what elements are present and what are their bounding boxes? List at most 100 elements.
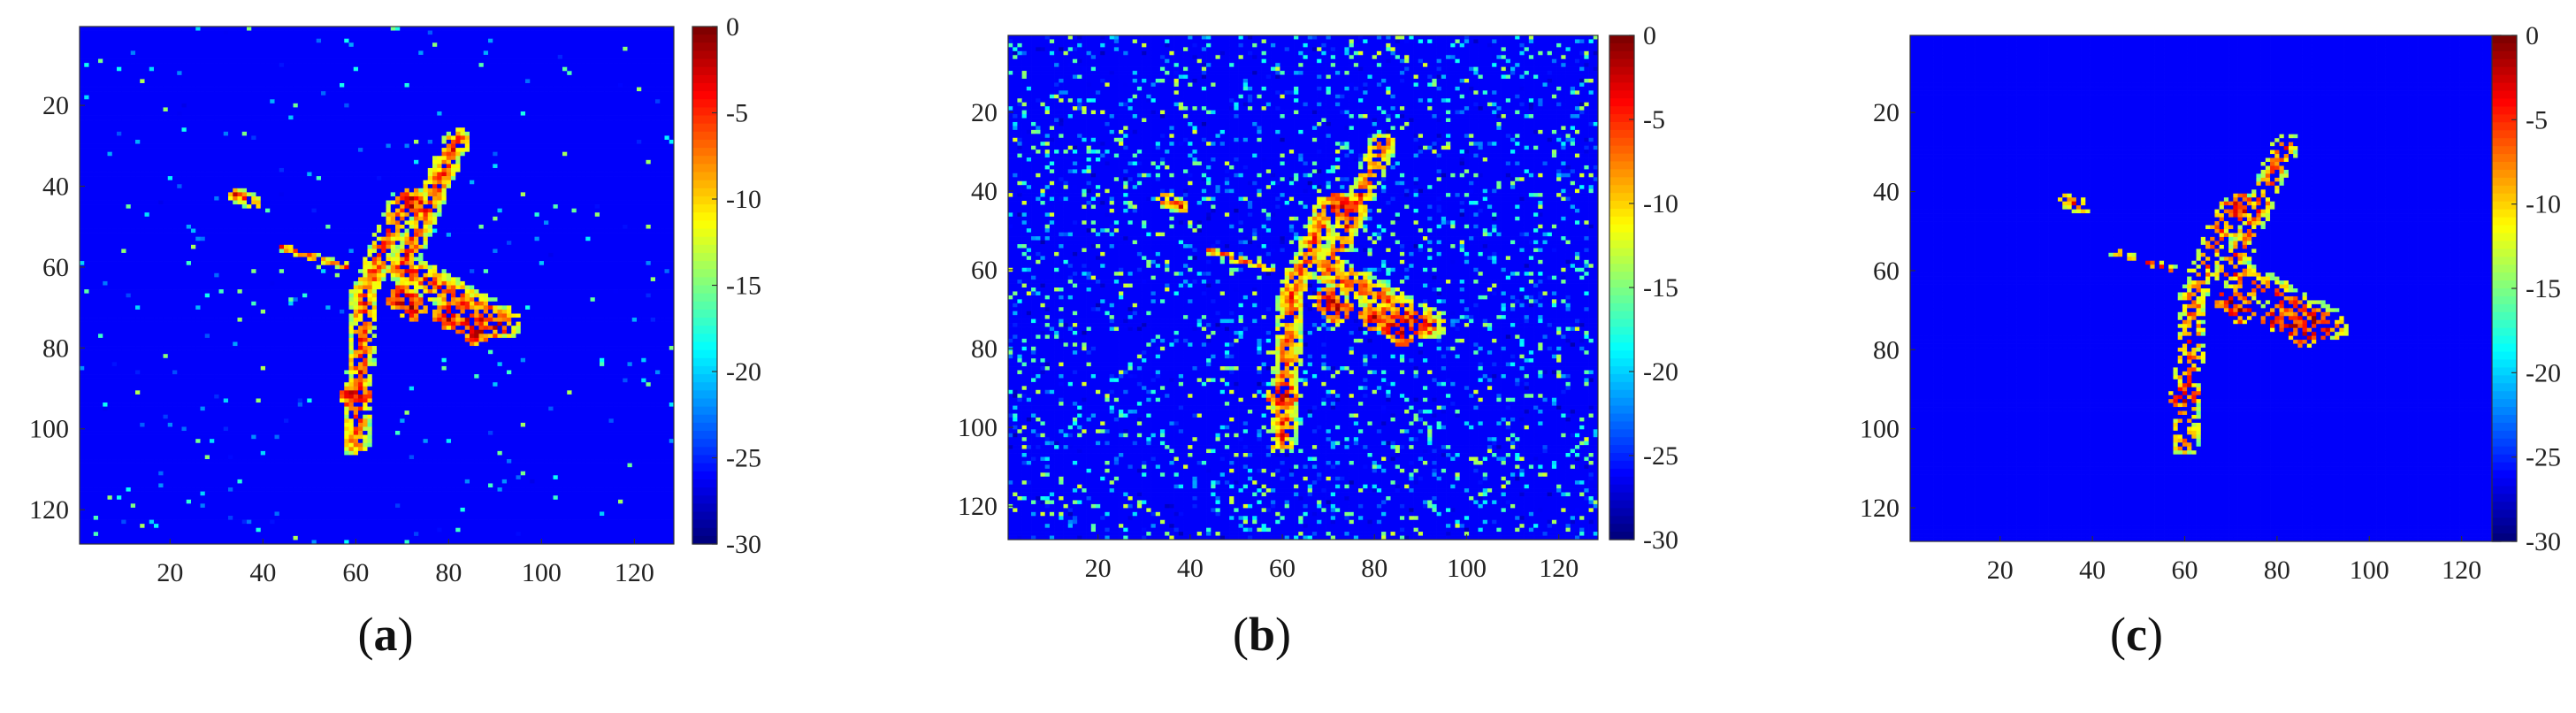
heatmap-cell (437, 156, 442, 161)
heatmap-cell (172, 54, 178, 59)
heatmap-cell (117, 115, 122, 120)
heatmap-cell (353, 143, 359, 149)
heatmap-cell (195, 139, 201, 144)
heatmap-cell (330, 176, 336, 181)
heatmap-cell (172, 164, 178, 169)
heatmap-cell (348, 148, 355, 153)
heatmap-cell (409, 172, 415, 177)
heatmap-cell (80, 95, 85, 100)
heatmap-cell (181, 148, 187, 153)
heatmap-cell (348, 167, 355, 172)
heatmap-cell (371, 143, 378, 149)
heatmap-cell (641, 123, 646, 128)
heatmap-cell (627, 103, 633, 108)
heatmap-cell (637, 95, 642, 100)
heatmap-cell (241, 79, 248, 84)
heatmap-cell (256, 176, 262, 181)
heatmap-cell (581, 172, 586, 177)
heatmap-cell (432, 27, 438, 31)
heatmap-cell (279, 176, 285, 181)
heatmap-cell (191, 131, 196, 136)
heatmap-cell (525, 172, 531, 177)
heatmap-cell (297, 167, 303, 172)
heatmap-cell (627, 107, 633, 112)
heatmap-cell (623, 82, 628, 88)
heatmap-cell (539, 107, 545, 112)
heatmap-cell (451, 119, 456, 125)
heatmap-cell (525, 30, 531, 35)
heatmap-cell (265, 99, 271, 104)
heatmap-cell (195, 27, 201, 31)
heatmap-cell (247, 148, 252, 153)
heatmap-cell (530, 27, 535, 31)
heatmap-cell (441, 119, 447, 125)
heatmap-cell (507, 107, 512, 112)
heatmap-cell (414, 74, 419, 80)
heatmap-cell (460, 139, 466, 144)
heatmap-cell (516, 95, 522, 100)
heatmap-cell (256, 167, 262, 172)
heatmap-cell (594, 74, 600, 80)
heatmap-cell (631, 87, 638, 92)
heatmap-cell (181, 159, 187, 165)
heatmap-cell (544, 139, 549, 144)
heatmap-cell (367, 164, 373, 169)
heatmap-cell (84, 95, 89, 100)
heatmap-cell (446, 139, 452, 144)
heatmap-cell (140, 103, 145, 108)
heatmap-cell (251, 66, 256, 72)
heatmap-cell (307, 107, 312, 112)
heatmap-cell (520, 50, 526, 56)
heatmap-cell (135, 103, 141, 108)
heatmap-cell (516, 123, 522, 128)
heatmap-cell (265, 46, 271, 51)
heatmap-cell (553, 50, 559, 56)
heatmap-cell (655, 38, 661, 43)
heatmap-cell (608, 148, 615, 153)
heatmap-cell (228, 139, 233, 144)
heatmap-cell (464, 143, 470, 149)
heatmap-cell (646, 99, 652, 104)
heatmap-cell (223, 172, 229, 177)
heatmap-cell (186, 74, 192, 80)
heatmap-cell (191, 87, 196, 92)
heatmap-cell (437, 34, 442, 40)
heatmap-cell (548, 164, 554, 169)
heatmap-cell (344, 143, 349, 149)
heatmap-cell (516, 115, 522, 120)
heatmap-cell (544, 46, 549, 51)
heatmap-cell (121, 167, 126, 172)
heatmap-cell (204, 180, 210, 185)
heatmap-cell (204, 135, 210, 141)
heatmap-cell (195, 42, 201, 48)
heatmap-cell (520, 46, 526, 51)
heatmap-cell (325, 107, 331, 112)
heatmap-cell (507, 58, 512, 64)
heatmap-cell (627, 50, 633, 56)
heatmap-cell (483, 180, 489, 185)
heatmap-cell (256, 58, 262, 64)
heatmap-cell (637, 176, 642, 181)
heatmap-cell (377, 79, 382, 84)
heatmap-cell (404, 95, 410, 100)
heatmap-cell (539, 30, 545, 35)
heatmap-cell (288, 79, 294, 84)
heatmap-cell (297, 131, 303, 136)
heatmap-cell (163, 27, 169, 31)
heatmap-cell (177, 30, 182, 35)
heatmap-cell (218, 82, 225, 88)
heatmap-cell (288, 148, 294, 153)
heatmap-cell (144, 46, 150, 51)
heatmap-cell (460, 82, 466, 88)
heatmap-cell (363, 46, 368, 51)
heatmap-cell (344, 123, 349, 128)
heatmap-cell (121, 30, 126, 35)
heatmap-cell (241, 27, 248, 31)
heatmap-cell (520, 123, 526, 128)
heatmap-cell (98, 164, 103, 169)
heatmap-cell (228, 115, 233, 120)
heatmap-cell (93, 111, 99, 116)
heatmap-cell (581, 34, 586, 40)
heatmap-cell (594, 103, 600, 108)
heatmap-cell (627, 99, 633, 104)
